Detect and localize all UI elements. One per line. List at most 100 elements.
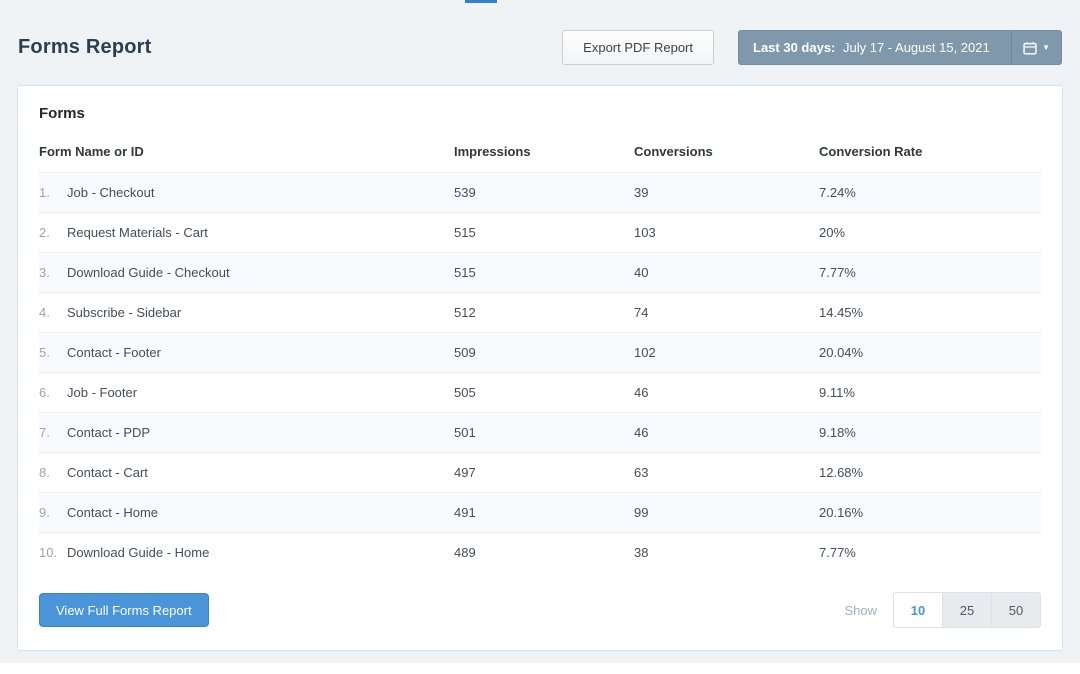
row-conversion-rate: 12.68% <box>819 465 864 480</box>
form-name-cell: 3. Download Guide - Checkout <box>39 253 454 293</box>
row-index: 5. <box>39 345 50 360</box>
row-impressions: 505 <box>454 385 476 400</box>
form-name-cell: 6. Job - Footer <box>39 373 454 413</box>
card-body: Form Name or ID Impressions Conversions … <box>18 130 1062 572</box>
form-name: Contact - Cart <box>67 465 148 480</box>
date-range-picker[interactable]: Last 30 days: July 17 - August 15, 2021 … <box>738 30 1062 65</box>
forms-table: Form Name or ID Impressions Conversions … <box>39 130 1041 572</box>
show-label: Show <box>844 602 877 618</box>
row-conversion-rate: 7.24% <box>819 185 856 200</box>
row-conversions: 74 <box>634 305 649 320</box>
row-impressions: 501 <box>454 425 476 440</box>
row-index: 4. <box>39 305 50 320</box>
form-name-cell: 4. Subscribe - Sidebar <box>39 293 454 333</box>
export-pdf-button[interactable]: Export PDF Report <box>562 30 714 65</box>
form-name-cell: 9. Contact - Home <box>39 493 454 533</box>
row-impressions: 497 <box>454 465 476 480</box>
form-name: Contact - PDP <box>67 425 151 440</box>
row-impressions: 515 <box>454 225 476 240</box>
row-conversion-rate: 9.11% <box>819 385 855 400</box>
page-title: Forms Report <box>18 36 152 58</box>
page-size-button-25[interactable]: 25 <box>942 592 992 628</box>
forms-table-body: 1. Job - Checkout 539 39 7.24% 2. Request … <box>39 172 1041 573</box>
table-row: 4. Subscribe - Sidebar 512 74 14.45% <box>39 292 1041 333</box>
row-conversions: 38 <box>634 545 649 560</box>
row-index: 10. <box>39 545 58 560</box>
table-row: 2. Request Materials - Cart 515 103 20% <box>39 212 1041 253</box>
row-conversion-rate: 7.77% <box>819 545 856 560</box>
page-size-button-10[interactable]: 10 <box>893 592 943 628</box>
row-index: 2. <box>39 225 50 240</box>
forms-table-head: Form Name or ID Impressions Conversions … <box>39 130 1041 173</box>
form-name-cell: 2. Request Materials - Cart <box>39 213 454 253</box>
date-range-value: July 17 - August 15, 2021 <box>843 40 990 55</box>
pagination: Show 10 25 50 <box>844 592 1041 628</box>
card-title: Forms <box>39 105 85 122</box>
row-conversions: 63 <box>634 465 649 480</box>
row-index: 3. <box>39 265 50 280</box>
page-header: Forms Report Export PDF Report Last 30 d… <box>0 0 1080 85</box>
view-full-forms-report-button[interactable]: View Full Forms Report <box>39 593 209 627</box>
row-conversion-rate: 14.45% <box>819 305 864 320</box>
row-impressions: 489 <box>454 545 476 560</box>
date-range-text: Last 30 days: July 17 - August 15, 2021 <box>739 40 1011 55</box>
form-name: Job - Footer <box>67 385 138 400</box>
row-index: 9. <box>39 505 50 520</box>
row-index: 8. <box>39 465 50 480</box>
table-row: 5. Contact - Footer 509 102 20.04% <box>39 332 1041 373</box>
row-conversion-rate: 9.18% <box>819 425 856 440</box>
form-name-cell: 1. Job - Checkout <box>39 173 454 213</box>
active-tab-indicator <box>465 0 497 3</box>
page-size-button-50[interactable]: 50 <box>991 592 1041 628</box>
form-name-cell: 8. Contact - Cart <box>39 453 454 493</box>
table-row: 8. Contact - Cart 497 63 12.68% <box>39 452 1041 493</box>
table-row: 6. Job - Footer 505 46 9.11% <box>39 372 1041 413</box>
table-row: 7. Contact - PDP 501 46 9.18% <box>39 412 1041 453</box>
row-impressions: 509 <box>454 345 476 360</box>
form-name: Subscribe - Sidebar <box>67 305 182 320</box>
row-conversions: 46 <box>634 385 649 400</box>
column-header-conversions: Conversions <box>634 144 713 159</box>
forms-card: Forms Form Name or ID Impressions Conver… <box>17 85 1063 651</box>
row-conversions: 102 <box>634 345 656 360</box>
form-name: Request Materials - Cart <box>67 225 208 240</box>
table-row: 9. Contact - Home 491 99 20.16% <box>39 492 1041 533</box>
date-range-label: Last 30 days: <box>753 40 836 55</box>
card-footer: View Full Forms Report Show 10 25 50 <box>18 572 1062 650</box>
row-index: 1. <box>39 185 50 200</box>
form-name: Download Guide - Home <box>67 545 210 560</box>
row-conversions: 46 <box>634 425 649 440</box>
row-conversion-rate: 7.77% <box>819 265 856 280</box>
page-size-group: 10 25 50 <box>893 592 1041 628</box>
table-header-row: Form Name or ID Impressions Conversions … <box>39 130 1041 173</box>
column-header-conversion-rate: Conversion Rate <box>819 144 923 159</box>
column-header-impressions: Impressions <box>454 144 531 159</box>
row-impressions: 539 <box>454 185 476 200</box>
form-name-cell: 5. Contact - Footer <box>39 333 454 373</box>
row-conversion-rate: 20% <box>819 225 846 240</box>
table-row: 3. Download Guide - Checkout 515 40 7.77% <box>39 252 1041 293</box>
form-name: Job - Checkout <box>67 185 155 200</box>
row-conversions: 103 <box>634 225 656 240</box>
form-name: Contact - Home <box>67 505 159 520</box>
column-header-form-name: Form Name or ID <box>39 144 144 159</box>
row-impressions: 491 <box>454 505 476 520</box>
table-row: 10. Download Guide - Home 489 38 7.77% <box>39 532 1041 573</box>
row-conversions: 39 <box>634 185 649 200</box>
row-conversion-rate: 20.16% <box>819 505 864 520</box>
date-picker-toggle[interactable]: ▼ <box>1012 41 1061 55</box>
form-name-cell: 7. Contact - PDP <box>39 413 454 453</box>
row-impressions: 515 <box>454 265 476 280</box>
form-name-cell: 10. Download Guide - Home <box>39 533 454 573</box>
row-impressions: 512 <box>454 305 476 320</box>
chevron-down-icon: ▼ <box>1042 42 1050 52</box>
row-conversion-rate: 20.04% <box>819 345 864 360</box>
row-index: 6. <box>39 385 50 400</box>
row-index: 7. <box>39 425 50 440</box>
form-name: Contact - Footer <box>67 345 161 360</box>
calendar-icon <box>1023 41 1037 54</box>
form-name: Download Guide - Checkout <box>67 265 230 280</box>
table-row: 1. Job - Checkout 539 39 7.24% <box>39 172 1041 213</box>
row-conversions: 99 <box>634 505 649 520</box>
